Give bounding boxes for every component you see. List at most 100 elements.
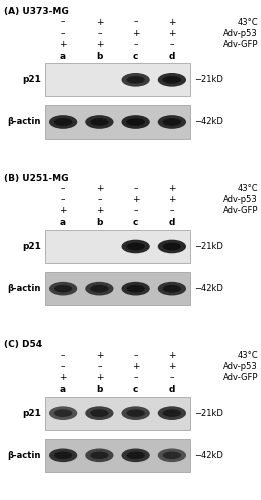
Ellipse shape	[85, 448, 114, 462]
Text: +: +	[96, 373, 103, 382]
Text: d: d	[169, 218, 175, 228]
Text: c: c	[133, 385, 138, 394]
Text: –: –	[170, 373, 174, 382]
Text: +: +	[168, 184, 176, 194]
Text: b: b	[96, 218, 103, 228]
Ellipse shape	[163, 285, 181, 292]
Bar	[45, 439, 190, 472]
Text: 43°C: 43°C	[237, 184, 258, 194]
Text: –: –	[61, 28, 65, 38]
Text: β-actin: β-actin	[8, 284, 41, 293]
Ellipse shape	[126, 452, 145, 459]
Text: +: +	[168, 28, 176, 38]
Text: −21kD: −21kD	[194, 76, 223, 84]
Text: −42kD: −42kD	[194, 118, 223, 126]
Ellipse shape	[54, 285, 72, 292]
Ellipse shape	[158, 448, 186, 462]
Ellipse shape	[85, 406, 114, 420]
Text: a: a	[60, 385, 66, 394]
Text: –: –	[61, 18, 65, 26]
Text: +: +	[96, 206, 103, 216]
Ellipse shape	[158, 406, 186, 420]
Bar	[45, 106, 190, 138]
Text: β-actin: β-actin	[8, 451, 41, 460]
Text: –: –	[133, 184, 138, 194]
Ellipse shape	[49, 448, 77, 462]
Ellipse shape	[49, 406, 77, 420]
Ellipse shape	[90, 118, 109, 126]
Text: +: +	[168, 351, 176, 360]
Text: –: –	[97, 362, 102, 371]
Text: +: +	[96, 351, 103, 360]
Text: b: b	[96, 385, 103, 394]
Ellipse shape	[121, 282, 150, 296]
Ellipse shape	[126, 242, 145, 250]
Ellipse shape	[121, 73, 150, 86]
Text: d: d	[169, 385, 175, 394]
Text: (C) D54: (C) D54	[4, 340, 42, 349]
Text: p21: p21	[22, 408, 41, 418]
Ellipse shape	[158, 115, 186, 129]
Ellipse shape	[163, 242, 181, 250]
Text: –: –	[133, 351, 138, 360]
Text: Adv-p53: Adv-p53	[223, 362, 258, 371]
Text: –: –	[170, 40, 174, 48]
Ellipse shape	[126, 410, 145, 417]
Text: +: +	[168, 196, 176, 204]
Ellipse shape	[121, 115, 150, 129]
Text: Adv-GFP: Adv-GFP	[222, 40, 258, 48]
Text: −21kD: −21kD	[194, 242, 223, 251]
Text: –: –	[170, 206, 174, 216]
Text: –: –	[97, 28, 102, 38]
Text: 43°C: 43°C	[237, 351, 258, 360]
Text: +: +	[59, 206, 67, 216]
Text: c: c	[133, 52, 138, 60]
Ellipse shape	[163, 76, 181, 84]
Bar	[45, 230, 190, 263]
Text: c: c	[133, 218, 138, 228]
Ellipse shape	[121, 406, 150, 420]
Text: –: –	[133, 18, 138, 26]
Ellipse shape	[121, 448, 150, 462]
Ellipse shape	[54, 410, 72, 417]
Ellipse shape	[158, 73, 186, 86]
Ellipse shape	[163, 452, 181, 459]
Text: +: +	[132, 196, 139, 204]
Text: +: +	[96, 18, 103, 26]
Text: +: +	[59, 40, 67, 48]
Ellipse shape	[126, 118, 145, 126]
Text: 43°C: 43°C	[237, 18, 258, 26]
Ellipse shape	[54, 452, 72, 459]
Text: +: +	[168, 362, 176, 371]
Ellipse shape	[121, 240, 150, 254]
Text: –: –	[133, 206, 138, 216]
Text: (B) U251-MG: (B) U251-MG	[4, 174, 68, 182]
Text: d: d	[169, 52, 175, 60]
Text: b: b	[96, 52, 103, 60]
Text: +: +	[132, 362, 139, 371]
Text: Adv-p53: Adv-p53	[223, 28, 258, 38]
Ellipse shape	[54, 118, 72, 126]
Text: −21kD: −21kD	[194, 408, 223, 418]
Ellipse shape	[90, 410, 109, 417]
Text: a: a	[60, 218, 66, 228]
Ellipse shape	[126, 285, 145, 292]
Text: p21: p21	[22, 242, 41, 251]
Ellipse shape	[163, 410, 181, 417]
Text: p21: p21	[22, 76, 41, 84]
Ellipse shape	[90, 452, 109, 459]
Bar	[45, 272, 190, 305]
Text: Adv-GFP: Adv-GFP	[222, 373, 258, 382]
Ellipse shape	[85, 282, 114, 296]
Ellipse shape	[49, 115, 77, 129]
Text: a: a	[60, 52, 66, 60]
Text: β-actin: β-actin	[8, 118, 41, 126]
Text: +: +	[96, 184, 103, 194]
Ellipse shape	[158, 240, 186, 254]
Text: –: –	[61, 351, 65, 360]
Ellipse shape	[90, 285, 109, 292]
Text: –: –	[61, 362, 65, 371]
Text: +: +	[168, 18, 176, 26]
Text: −42kD: −42kD	[194, 451, 223, 460]
Text: –: –	[133, 373, 138, 382]
